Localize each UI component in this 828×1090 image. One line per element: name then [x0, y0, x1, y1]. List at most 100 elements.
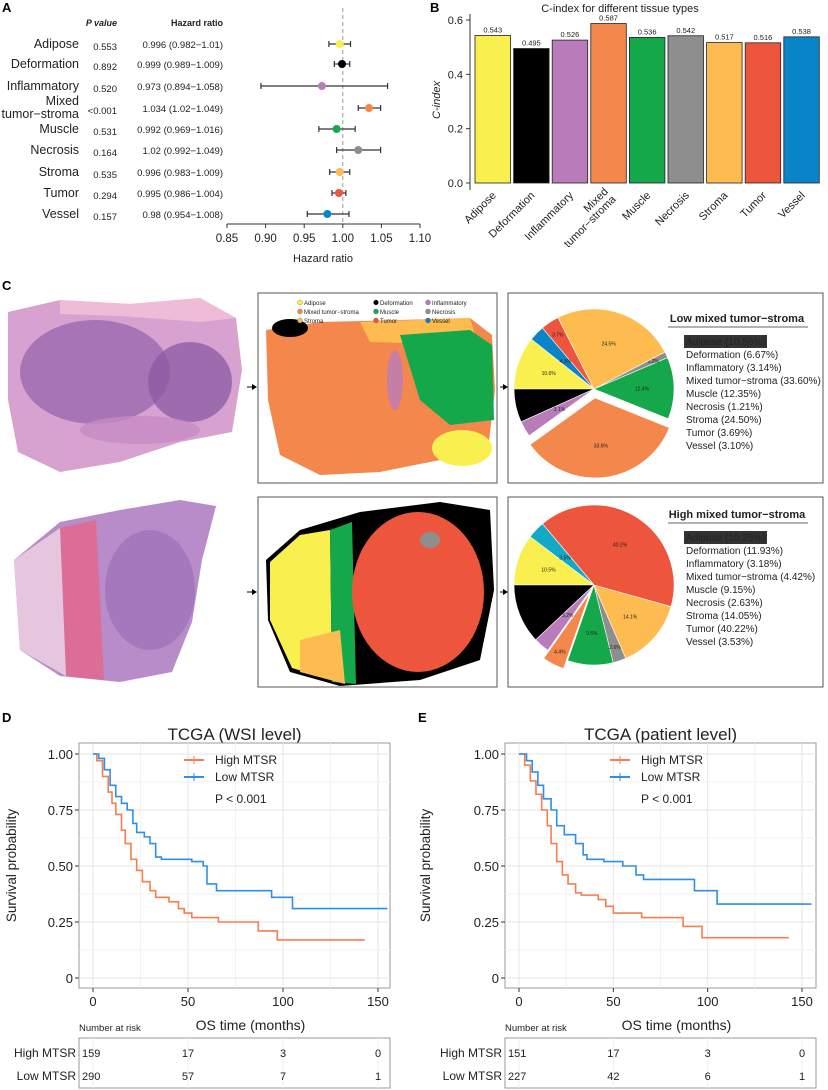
panel-label-c: C	[2, 278, 12, 293]
hr-point	[332, 125, 341, 133]
pie-legend-label: Inflammatory (3.18%)	[686, 559, 782, 570]
p-value: 0.535	[93, 170, 117, 181]
legend-swatch	[297, 308, 303, 315]
pie-chart: 10.5% 3.2% 4.4% 9.5% 2.6% 14.1% 40.2% 3.5% High …	[513, 504, 815, 669]
x-tick-label: 150	[791, 994, 813, 1009]
x-tick-label: 0	[89, 994, 96, 1009]
seg-stroma	[300, 630, 345, 684]
x-tick-label: 0	[515, 994, 522, 1009]
pie-slice	[520, 388, 595, 437]
pie-slice	[529, 523, 595, 586]
hr-text: 0.98 (0.954−1.008)	[142, 210, 223, 221]
risk-count: 1	[799, 1071, 805, 1083]
bar	[706, 42, 743, 184]
row-label: Vessel	[42, 207, 79, 221]
he-tissue	[14, 528, 66, 676]
hr-point	[335, 168, 344, 176]
x-tick-label: 150	[367, 994, 389, 1009]
hr-text: 0.992 (0.969−1.016)	[137, 125, 223, 136]
pie-legend-label: Vessel (3.10%)	[686, 441, 753, 452]
legend-swatch	[297, 317, 303, 324]
pie-slice-label: 33.6%	[594, 444, 609, 450]
x-tick-label: 50	[606, 994, 620, 1009]
x-axis-label: OS time (months)	[622, 1017, 732, 1033]
p-value: 0.531	[93, 127, 117, 138]
x-category-label: Vessel	[776, 190, 807, 221]
risk-count: 17	[607, 1048, 619, 1060]
seg-muscle	[400, 330, 494, 425]
he-tissue	[60, 520, 104, 680]
he-tissue	[105, 530, 195, 650]
forest-plot: P value Hazard ratio Adipose 0.553 0.996 (0.…	[2, 8, 431, 265]
risk-row-label: Low MTSR	[17, 1069, 77, 1083]
risk-count: 3	[705, 1048, 711, 1060]
hr-point	[338, 60, 347, 68]
hr-text: 0.995 (0.986−1.004)	[137, 189, 223, 200]
legend-highlight	[684, 335, 767, 348]
arrow-icon	[252, 384, 257, 390]
row-label: tumor−stroma	[2, 107, 80, 121]
bar-value-label: 0.526	[561, 30, 580, 39]
x-tick-label: 0.95	[293, 233, 315, 245]
legend-swatch	[373, 299, 379, 306]
panel-label-a: A	[2, 0, 12, 15]
x-category-label: Muscle	[620, 190, 653, 223]
x-category-label: Stroma	[697, 189, 731, 223]
pie-title: High mixed tumor−stroma	[669, 509, 806, 521]
y-tick-label: 0.4	[448, 69, 463, 81]
x-tick-label: 0.85	[216, 233, 238, 245]
pie-legend-label: Stroma (14.05%)	[686, 611, 762, 622]
pie-title: Low mixed tumor−stroma	[670, 313, 805, 325]
hr-point	[334, 189, 343, 197]
row-label: Necrosis	[30, 143, 79, 157]
pie-legend-label: Tumor (40.22%)	[686, 624, 758, 635]
x-category-label: Necrosis	[653, 189, 692, 228]
p-value: 0.157	[93, 212, 117, 223]
segmentation-legend-label: Necrosis	[432, 310, 455, 316]
bar	[629, 36, 666, 184]
y-tick-label: 0	[66, 971, 73, 986]
pie-slice-label: 12.4%	[635, 386, 650, 392]
panel-label-d: D	[2, 710, 11, 725]
y-axis-label: Survival probability	[4, 809, 19, 923]
x-axis-label: OS time (months)	[196, 1017, 306, 1033]
bar	[474, 35, 511, 184]
row-label: Deformation	[11, 57, 79, 71]
pie-slice-label: 3.1%	[554, 407, 566, 413]
legend-label: High MTSR	[641, 753, 703, 767]
bar	[783, 36, 820, 184]
row-label: Inflammatory	[7, 79, 80, 93]
x-category-label: Tumor	[738, 189, 769, 220]
hr-text: 0.996 (0.983−1.009)	[137, 168, 223, 179]
pie-slice-label: 10.6%	[542, 371, 557, 377]
pie-slice-label: 1.2%	[648, 359, 660, 365]
pie-legend-label: Mixed tumor−stroma (33.60%)	[686, 376, 821, 387]
x-tick-label: 50	[181, 994, 195, 1009]
row-label: Tumor	[43, 186, 79, 200]
risk-count: 42	[607, 1071, 619, 1083]
pie-legend-label: Mixed tumor−stroma (4.42%)	[686, 572, 815, 583]
he-tissue	[148, 342, 232, 422]
seg-inflammatory	[387, 350, 403, 410]
p-value: <0.001	[88, 106, 117, 117]
risk-count: 17	[182, 1048, 194, 1060]
pie-slice-label: 3.7%	[552, 332, 564, 338]
x-axis-label: Hazard ratio	[293, 253, 353, 265]
segmentation-legend-label: Inflammatory	[432, 301, 467, 307]
p-value: 0.520	[93, 84, 117, 95]
pie-slice	[593, 357, 675, 420]
pie-slice	[543, 592, 591, 669]
bar-value-label: 0.517	[715, 33, 734, 42]
pie-slice-label: 2.6%	[609, 645, 621, 651]
bar	[744, 42, 782, 184]
pie-legend-label: Tumor (3.69%)	[686, 428, 752, 439]
segmentation-legend-label: Deformation	[380, 301, 413, 307]
pie-slice	[542, 504, 675, 607]
segmentation-legend-label: Tumor	[380, 319, 397, 325]
pie-legend-label: Vessel (3.53%)	[686, 637, 753, 648]
legend-swatch	[425, 317, 431, 324]
p-value: 0.553	[93, 42, 117, 53]
p-value: 0.892	[93, 62, 117, 73]
y-tick-label: 0	[492, 971, 499, 986]
y-tick-label: 0.6	[448, 15, 463, 27]
